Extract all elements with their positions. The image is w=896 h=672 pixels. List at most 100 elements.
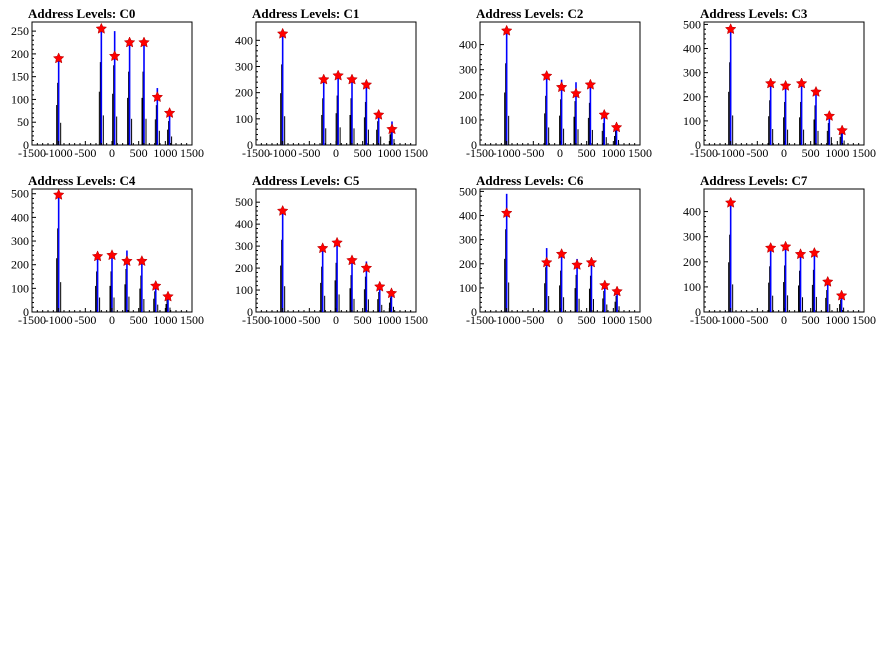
x-tick-label: -500 (74, 313, 96, 327)
x-tick-label: -1000 (717, 313, 745, 327)
peak-marker-star (386, 123, 398, 135)
chart-title: Address Levels: C4 (28, 173, 136, 188)
peak-marker-star (162, 290, 174, 302)
peak-marker-star (149, 279, 162, 291)
x-tick-label: 1500 (180, 146, 204, 160)
x-tick-label: -500 (746, 313, 768, 327)
y-tick-label: 400 (459, 209, 477, 223)
y-tick-label: 50 (17, 115, 29, 129)
peak-marker-star (276, 27, 289, 39)
y-tick-label: 200 (235, 86, 253, 100)
peak-marker-star (52, 52, 65, 64)
x-tick-label: -500 (746, 146, 768, 160)
y-tick-label: 0 (247, 305, 253, 319)
chart-panel-3: Address Levels: C30100200300400500-1500-… (683, 6, 876, 160)
x-tick-label: 500 (354, 146, 372, 160)
x-tick-label: -1500 (466, 313, 494, 327)
peak-marker-star (151, 91, 164, 103)
y-tick-label: 0 (23, 305, 29, 319)
y-tick-label: 100 (459, 281, 477, 295)
y-tick-label: 100 (235, 112, 253, 126)
peak-marker-star (95, 22, 108, 34)
peak-marker-star (808, 246, 821, 258)
peak-marker-star (795, 77, 808, 89)
chart-title: Address Levels: C3 (700, 6, 808, 21)
peak-marker-star (835, 289, 848, 301)
peak-marker-star (331, 236, 343, 248)
peak-marker-star (821, 275, 834, 287)
peak-marker-star (585, 256, 598, 268)
y-tick-label: 0 (471, 305, 477, 319)
x-tick-label: 1000 (601, 146, 625, 160)
x-tick-label: -500 (522, 313, 544, 327)
x-tick-label: -1500 (690, 313, 718, 327)
x-tick-label: 1500 (852, 313, 876, 327)
peak-marker-star (611, 285, 623, 297)
plot-frame (31, 21, 193, 146)
peak-marker-star (136, 255, 148, 267)
x-tick-label: -1000 (493, 146, 521, 160)
peak-marker-star (836, 124, 848, 136)
peak-marker-star (794, 248, 807, 260)
x-tick-label: 0 (109, 146, 115, 160)
y-tick-label: 100 (683, 280, 701, 294)
y-tick-label: 200 (235, 261, 253, 275)
x-tick-label: -1000 (493, 313, 521, 327)
peak-marker-star (52, 188, 65, 200)
peak-marker-star (540, 69, 553, 81)
y-tick-label: 100 (11, 92, 29, 106)
y-tick-label: 400 (11, 210, 29, 224)
chart-title: Address Levels: C6 (476, 173, 584, 188)
y-tick-label: 200 (459, 257, 477, 271)
x-tick-label: 1000 (825, 313, 849, 327)
x-tick-label: 0 (781, 146, 787, 160)
x-tick-label: 500 (130, 313, 148, 327)
x-tick-label: 1500 (404, 313, 428, 327)
x-tick-label: 500 (354, 313, 372, 327)
peak-marker-star (764, 241, 777, 253)
y-tick-label: 100 (459, 113, 477, 127)
peak-marker-star (500, 207, 513, 219)
x-tick-label: -1000 (269, 313, 297, 327)
y-tick-label: 100 (683, 114, 701, 128)
peak-marker-star (764, 77, 777, 89)
peak-marker-star (91, 250, 104, 262)
x-tick-label: 1000 (825, 146, 849, 160)
x-tick-label: -1500 (690, 146, 718, 160)
y-tick-label: 300 (459, 63, 477, 77)
x-tick-label: -1000 (45, 146, 73, 160)
y-tick-label: 200 (683, 255, 701, 269)
x-tick-label: 0 (557, 146, 563, 160)
x-tick-label: 0 (333, 313, 339, 327)
y-tick-label: 300 (11, 234, 29, 248)
y-tick-label: 300 (235, 59, 253, 73)
x-tick-label: -1000 (269, 146, 297, 160)
peak-marker-star (610, 121, 623, 133)
x-tick-label: 1500 (628, 313, 652, 327)
chart-panel-2: Address Levels: C2 0 100 200 300 400 -1500-100… (459, 6, 652, 160)
y-tick-label: 0 (471, 138, 477, 152)
y-tick-label: 300 (459, 233, 477, 247)
peak-marker-star (779, 79, 792, 91)
chart-title: Address Levels: C7 (700, 173, 808, 188)
x-tick-label: 500 (578, 146, 596, 160)
x-tick-label: -1000 (45, 313, 73, 327)
peak-marker-star (584, 78, 597, 90)
x-tick-label: -1500 (18, 146, 46, 160)
chart-title: Address Levels: C5 (252, 173, 360, 188)
y-tick-label: 300 (235, 239, 253, 253)
peak-marker-star (570, 87, 582, 99)
chart-panel-7: Address Levels: C7 0 100 200 300 400 -1500-100… (683, 173, 876, 327)
chart-panel-4: Address Levels: C40100200300400500-1500-… (11, 173, 204, 327)
x-tick-label: 500 (802, 313, 820, 327)
x-tick-label: 1500 (404, 146, 428, 160)
y-tick-label: 300 (683, 230, 701, 244)
x-tick-label: 500 (802, 146, 820, 160)
y-tick-label: 200 (683, 90, 701, 104)
peak-marker-star (810, 85, 822, 97)
x-tick-label: 1000 (377, 146, 401, 160)
x-tick-label: 0 (333, 146, 339, 160)
y-tick-label: 250 (11, 24, 29, 38)
y-tick-label: 300 (683, 66, 701, 80)
x-tick-label: -1500 (18, 313, 46, 327)
